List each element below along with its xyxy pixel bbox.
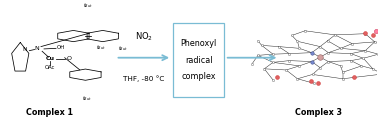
Text: Phenoxyl: Phenoxyl [181, 39, 217, 48]
Text: N: N [35, 46, 40, 51]
Text: Cu: Cu [46, 56, 55, 61]
Text: $t_{But}$: $t_{But}$ [83, 1, 93, 10]
Text: Complex 3: Complex 3 [296, 108, 342, 117]
Text: OAc: OAc [45, 65, 56, 70]
Text: OH: OH [57, 45, 65, 50]
Text: $t_{But}$: $t_{But}$ [82, 94, 92, 102]
Text: radical: radical [185, 56, 212, 64]
Text: N: N [23, 47, 27, 52]
Text: Complex 1: Complex 1 [26, 108, 73, 117]
Text: O: O [67, 56, 72, 61]
Bar [173, 23, 225, 97]
Text: THF, -80 °C: THF, -80 °C [123, 75, 164, 82]
Text: $t_{But}$: $t_{But}$ [118, 44, 129, 53]
Text: complex: complex [181, 72, 216, 81]
Text: $t_{But}$: $t_{But}$ [96, 43, 106, 52]
Text: NO$_2$: NO$_2$ [135, 30, 153, 43]
